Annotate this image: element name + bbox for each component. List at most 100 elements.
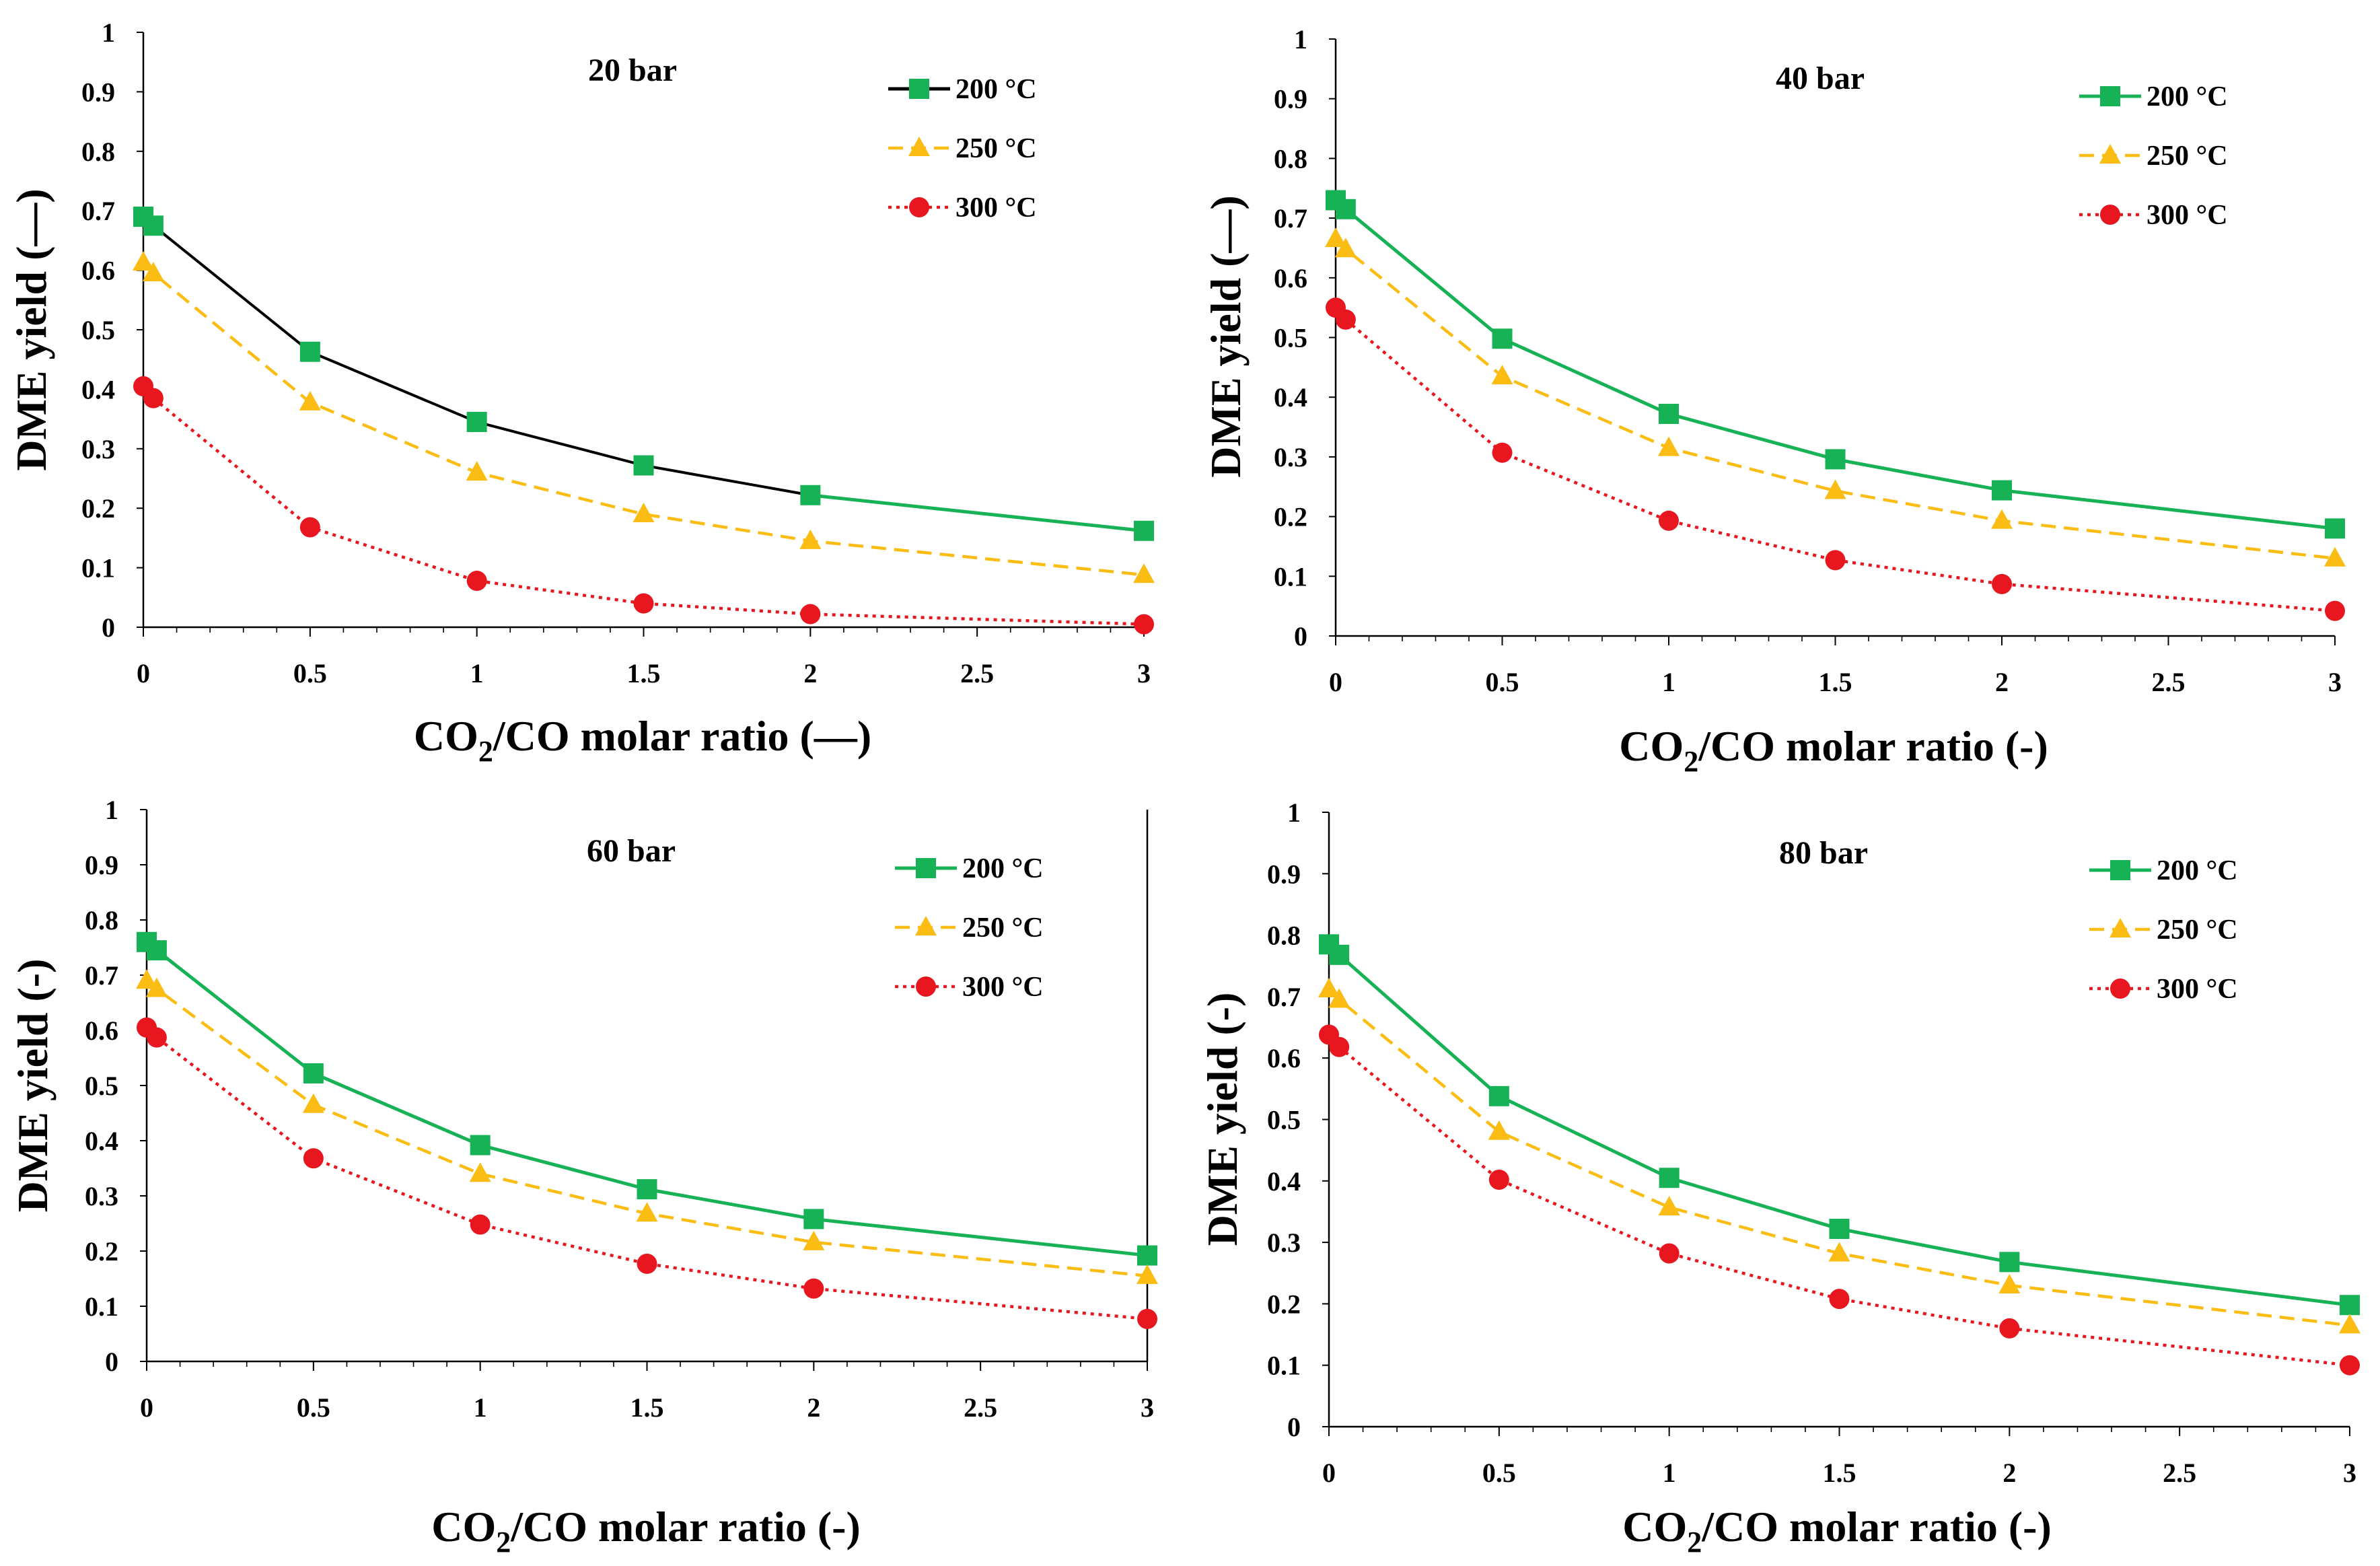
y-tick-label: 0.8: [85, 905, 118, 935]
y-tick-label: 0.9: [85, 850, 118, 880]
data-point-250c: [466, 461, 488, 481]
data-point-300c: [1329, 1036, 1350, 1057]
data-point-300c: [466, 571, 487, 592]
x-tick-label: 0: [137, 658, 150, 688]
y-tick-label: 0.6: [1274, 263, 1307, 293]
chart-panel-1: 0 0.1 0.2 0.3 0.4 0.5 0.6 0.7 0.8 0.9 1 0 0.5 1 1.5 2 2.…: [7, 17, 1155, 768]
y-axis-title: DME yield (—): [1202, 195, 1250, 478]
x-axis-title: CO2/CO molar ratio (-): [1619, 722, 2048, 778]
panel-title: 20 bar: [588, 52, 677, 88]
legend-marker: [2109, 918, 2131, 937]
data-point-300c: [637, 1253, 657, 1274]
x-tick-label: 1.5: [627, 658, 661, 688]
data-point-200c: [303, 1063, 324, 1083]
y-tick-label: 1: [102, 17, 115, 48]
legend-marker: [2110, 978, 2130, 999]
data-point-200c: [1137, 1245, 1157, 1266]
data-point-250c: [2324, 546, 2346, 567]
x-axis-title-co: CO: [1622, 1503, 1687, 1551]
y-tick-label: 0.8: [1267, 921, 1301, 951]
y-tick-label: 0.4: [81, 374, 115, 404]
data-point-200c: [143, 215, 164, 236]
y-tick-label: 0.4: [1274, 382, 1307, 413]
series-300c-line: [145, 1026, 1148, 1321]
data-point-300c: [1825, 550, 1846, 571]
y-tick-label: 0.1: [1274, 561, 1307, 592]
x-axis-title-subscript: 2: [496, 1526, 511, 1559]
y-tick-label: 1: [1294, 24, 1307, 55]
data-point-250c: [1491, 365, 1513, 385]
data-point-250c: [1137, 1264, 1158, 1284]
legend-marker: [909, 79, 929, 99]
data-point-200c: [1659, 1168, 1680, 1188]
legend-marker: [915, 916, 937, 935]
data-point-250c: [1318, 977, 1340, 997]
legend-label: 300 °C: [955, 192, 1037, 223]
y-tick-label: 0.6: [81, 256, 115, 286]
data-point-300c: [800, 604, 821, 625]
x-axis-title-rest: /CO molar ratio (-): [1698, 722, 2048, 770]
data-point-300c: [1999, 1318, 2020, 1339]
y-axis-title: DME yield (-): [9, 959, 57, 1213]
panel-title: 80 bar: [1779, 835, 1868, 871]
x-axis-title-co: CO: [414, 712, 478, 760]
y-tick-label: 0.2: [1267, 1289, 1301, 1319]
legend-label: 200 °C: [2147, 81, 2228, 112]
y-tick-label: 0.5: [85, 1071, 118, 1101]
data-point-200c: [470, 1135, 491, 1155]
x-tick-label: 0: [140, 1392, 153, 1423]
y-axis-title: DME yield (—): [7, 188, 55, 471]
chart-panel-4: 0 0.1 0.2 0.3 0.4 0.5 0.6 0.7 0.8 0.9 1 0 0.5 1 1.5 2 2.…: [1198, 797, 2360, 1559]
legend-marker: [2100, 205, 2120, 225]
y-tick-label: 0.9: [1267, 859, 1301, 889]
y-tick-label: 0: [1287, 1412, 1301, 1442]
series-250c-line: [142, 261, 1145, 577]
x-tick-label: 2: [2003, 1458, 2016, 1488]
x-tick-label: 2: [1995, 667, 2009, 697]
x-tick-label: 1.5: [630, 1392, 664, 1423]
data-point-250c: [469, 1162, 491, 1182]
data-point-300c: [299, 517, 320, 538]
y-tick-label: 0.6: [1267, 1043, 1301, 1073]
data-point-300c: [1134, 614, 1154, 635]
y-tick-label: 0.3: [81, 434, 115, 464]
x-tick-label: 2: [803, 658, 817, 688]
panel-title: 40 bar: [1776, 61, 1865, 96]
legend-marker: [2099, 144, 2121, 164]
y-tick-label: 1: [105, 795, 118, 825]
x-tick-label: 1: [474, 1392, 487, 1423]
x-tick-label: 1: [470, 658, 484, 688]
y-tick-label: 1: [1287, 797, 1301, 828]
y-tick-label: 0.2: [1274, 502, 1307, 532]
x-tick-label: 2: [807, 1392, 820, 1423]
legend-marker: [916, 858, 936, 878]
data-point-200c: [1134, 520, 1154, 541]
data-point-200c: [1829, 1219, 1850, 1240]
x-axis-title-subscript: 2: [1687, 1526, 1702, 1559]
series-300c-line: [1328, 1034, 2350, 1367]
y-axis-title: DME yield (-): [1198, 993, 1246, 1246]
x-axis-title: CO2/CO molar ratio (—): [414, 712, 871, 768]
data-point-250c: [133, 251, 154, 271]
data-point-200c: [2325, 518, 2345, 539]
data-point-300c: [2325, 600, 2345, 621]
data-point-250c: [1658, 1196, 1680, 1216]
y-tick-label: 0.5: [1267, 1105, 1301, 1135]
legend-label: 250 °C: [2147, 141, 2228, 172]
data-point-250c: [2339, 1314, 2360, 1334]
data-point-250c: [1328, 988, 1350, 1008]
legend-label: 250 °C: [962, 913, 1044, 944]
panel-title: 60 bar: [587, 833, 676, 869]
data-point-250c: [799, 529, 822, 549]
chart-panel-3: 0 0.1 0.2 0.3 0.4 0.5 0.6 0.7 0.8 0.9 1 0 0.5 1 1.5 2 2.…: [9, 795, 1158, 1559]
data-point-200c: [466, 412, 487, 433]
data-point-200c: [800, 485, 821, 505]
data-point-250c: [299, 390, 321, 411]
legend-label: 250 °C: [955, 133, 1037, 164]
legend-label: 200 °C: [962, 853, 1044, 884]
legend-label: 300 °C: [2147, 200, 2228, 231]
y-tick-label: 0.1: [1267, 1351, 1301, 1381]
y-tick-label: 0.4: [1267, 1166, 1301, 1197]
data-point-250c: [145, 977, 168, 997]
